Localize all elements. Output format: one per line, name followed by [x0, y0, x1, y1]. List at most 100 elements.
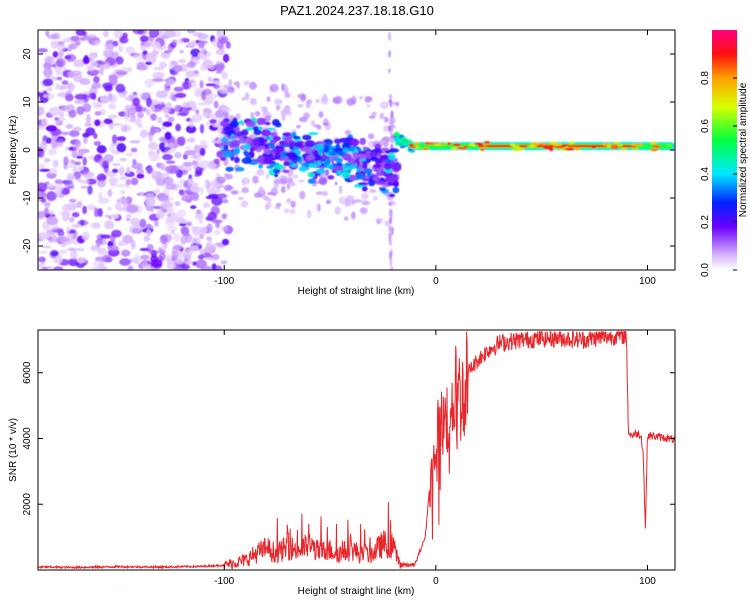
heatmap-cell	[318, 111, 324, 118]
heatmap-cell	[145, 196, 156, 207]
heatmap-cell	[217, 193, 228, 200]
heatmap-cell	[233, 126, 240, 134]
heatmap-cell	[43, 67, 53, 78]
heatmap-cell	[136, 64, 148, 71]
heatmap-cell	[314, 124, 320, 128]
heatmap-cell	[650, 148, 659, 152]
heatmap-cell	[303, 112, 311, 119]
heatmap-cell	[161, 201, 168, 206]
heatmap-cell	[306, 209, 312, 219]
heatmap-cell	[76, 155, 83, 159]
heatmap-cell	[264, 121, 271, 126]
heatmap-cell	[244, 92, 250, 101]
heatmap-cell	[480, 148, 486, 152]
heatmap-cell	[564, 147, 575, 151]
heatmap-cell	[197, 254, 205, 260]
heatmap-cell	[176, 251, 185, 259]
heatmap-cell	[180, 226, 190, 236]
heatmap-cell	[74, 247, 86, 252]
heatmap-cell	[221, 71, 228, 80]
heatmap-cell	[48, 226, 58, 231]
heatmap-cell	[123, 112, 129, 122]
heatmap-cell	[68, 130, 80, 137]
heatmap-cell	[252, 138, 260, 146]
heatmap-cell	[114, 203, 122, 211]
heatmap-cell	[74, 161, 81, 166]
heatmap-cell	[379, 155, 389, 160]
heatmap-cell	[132, 159, 137, 165]
heatmap-cell	[531, 142, 536, 146]
heatmap-cell	[342, 147, 350, 154]
heatmap-cell	[108, 103, 116, 110]
heatmap-cell	[241, 157, 252, 164]
heatmap-cell	[102, 49, 112, 58]
heatmap-cell	[264, 115, 271, 122]
heatmap-cell	[54, 254, 63, 264]
heatmap-cell	[172, 39, 177, 45]
y-tick-label: 6000	[22, 361, 33, 384]
heatmap-cell	[238, 196, 244, 201]
heatmap-cell	[262, 138, 268, 144]
heatmap-cell	[79, 219, 85, 226]
heatmap-cell	[389, 94, 392, 99]
heatmap-cell	[168, 142, 175, 149]
heatmap-cell	[208, 93, 218, 100]
heatmap-cell	[287, 178, 294, 184]
heatmap-cell	[87, 185, 93, 195]
heatmap-cell	[274, 98, 283, 105]
heatmap-cell	[38, 211, 46, 218]
heatmap-cell	[48, 106, 61, 116]
heatmap-cell	[192, 261, 197, 266]
heatmap-cell	[76, 166, 84, 171]
heatmap-cell	[155, 210, 165, 220]
heatmap-cell	[96, 145, 107, 154]
heatmap-cell	[283, 161, 291, 167]
heatmap-cell	[129, 217, 140, 226]
heatmap-cell	[270, 132, 278, 137]
heatmap-cell	[150, 113, 157, 121]
heatmap-cell	[195, 109, 200, 115]
snr-line	[38, 330, 675, 570]
heatmap-cell	[61, 80, 69, 85]
heatmap-cell	[150, 259, 163, 268]
heatmap-cell	[93, 76, 100, 84]
heatmap-cell	[52, 51, 59, 58]
heatmap-cell	[220, 226, 229, 232]
heatmap-cell	[483, 144, 488, 148]
heatmap-cell	[184, 150, 197, 156]
heatmap-cell	[94, 111, 102, 116]
heatmap-cell	[67, 44, 72, 53]
heatmap-cell	[71, 149, 77, 159]
heatmap-cell	[186, 236, 197, 245]
heatmap-cell	[184, 145, 192, 150]
heatmap-cell	[68, 109, 77, 119]
heatmap-cell	[316, 203, 321, 212]
heatmap-cell	[150, 102, 156, 112]
heatmap-cell	[215, 109, 225, 118]
heatmap-cell	[555, 145, 565, 149]
heatmap-cell	[375, 171, 385, 177]
heatmap-cell	[273, 184, 278, 188]
heatmap-cell	[270, 187, 278, 197]
heatmap-cell	[238, 120, 244, 125]
heatmap-cell	[388, 31, 392, 41]
heatmap-cell	[269, 83, 279, 93]
heatmap-cell	[310, 119, 316, 127]
heatmap-cell	[408, 143, 414, 147]
heatmap-cell	[102, 30, 109, 38]
heatmap-cell	[315, 191, 324, 195]
heatmap-cell	[388, 233, 392, 242]
heatmap-cell	[121, 249, 131, 257]
heatmap-cell	[175, 123, 182, 132]
heatmap-cell	[79, 78, 91, 86]
heatmap-cell	[130, 239, 136, 250]
heatmap-cell	[223, 145, 229, 150]
heatmap-cell	[199, 47, 207, 55]
heatmap-cell	[163, 50, 172, 54]
heatmap-cell	[195, 259, 207, 269]
heatmap-cell	[322, 190, 329, 197]
x-tick-label: 100	[639, 276, 656, 287]
heatmap-cell	[397, 139, 402, 144]
